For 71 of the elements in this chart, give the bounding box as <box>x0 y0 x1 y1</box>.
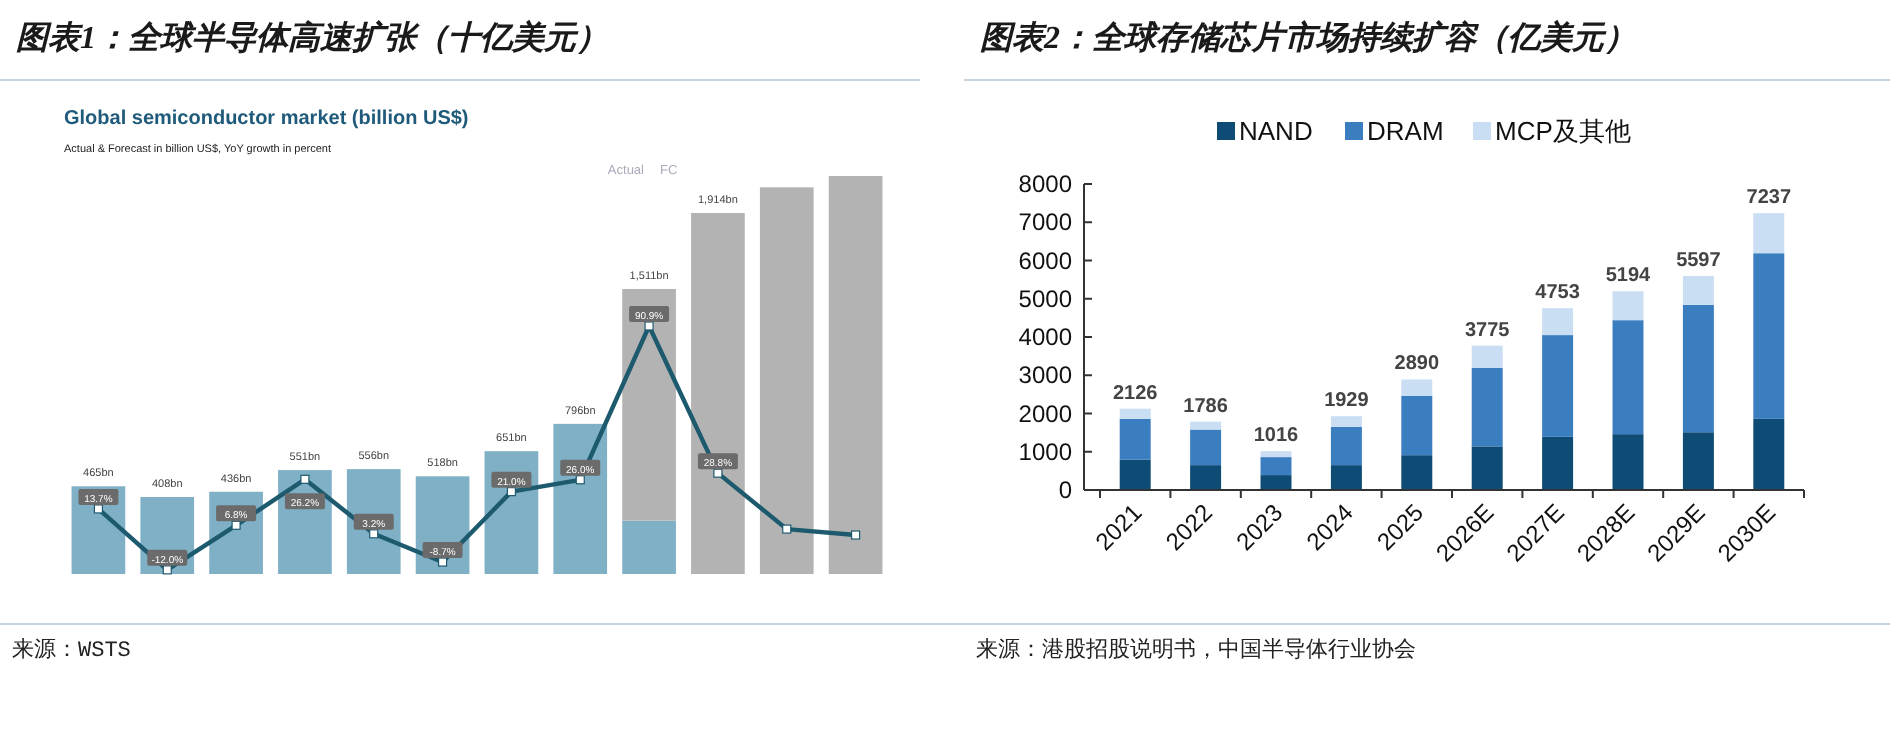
legend-label: MCP及其他 <box>1495 116 1631 146</box>
bar <box>1542 436 1574 490</box>
bar <box>1753 418 1785 490</box>
total-label: 4753 <box>1535 282 1581 305</box>
chart-title: 图表1：全球半导体高速扩张（十亿美元） <box>16 18 608 56</box>
bar <box>1260 475 1292 490</box>
total-label: 7237 <box>1746 187 1792 210</box>
legend-label: NAND <box>1239 116 1313 146</box>
total-label: 2126 <box>1112 382 1159 405</box>
bar <box>1471 446 1503 490</box>
point <box>300 474 310 484</box>
y-tick-label: 7000 <box>1018 208 1073 237</box>
bar <box>1190 465 1222 490</box>
chart-title: 图表2：全球存储芯片市场持续扩容（亿美元） <box>980 18 1636 56</box>
y-tick-label: 6000 <box>1018 246 1073 275</box>
bar <box>759 187 814 574</box>
bar <box>1119 408 1151 419</box>
point <box>231 520 241 530</box>
bar <box>1190 421 1222 430</box>
point <box>644 321 654 331</box>
y-tick-label: 3000 <box>1018 361 1073 390</box>
total-label: 1016 <box>1253 425 1300 448</box>
total-label: 5194 <box>1605 265 1652 288</box>
total-label: 1786 <box>1183 395 1229 418</box>
bar <box>1401 395 1433 456</box>
bar <box>1612 291 1644 321</box>
y-tick-label: 8000 <box>1018 170 1073 198</box>
bar <box>1471 367 1503 447</box>
bar <box>1119 459 1151 490</box>
bar <box>622 288 676 521</box>
bar <box>1753 213 1785 254</box>
bar <box>1612 320 1644 435</box>
point <box>162 565 172 575</box>
bar <box>1330 416 1362 427</box>
bar <box>1119 418 1151 460</box>
y-tick-label: 5000 <box>1018 284 1073 313</box>
bar <box>1190 429 1222 466</box>
bar <box>1260 451 1292 458</box>
bar <box>1330 426 1362 466</box>
total-label: 2890 <box>1394 353 1440 376</box>
point <box>782 524 792 534</box>
bar <box>1612 434 1644 490</box>
bar <box>1682 275 1714 305</box>
total-label: 5597 <box>1676 249 1722 272</box>
y-tick-label: 4000 <box>1018 323 1073 351</box>
point <box>437 557 448 567</box>
bar <box>1753 253 1785 419</box>
total-label: 1929 <box>1324 390 1370 413</box>
y-tick-label: 2000 <box>1018 399 1073 428</box>
bar <box>1542 308 1574 336</box>
bar <box>1401 455 1433 490</box>
total-label: 3775 <box>1464 319 1511 342</box>
bar <box>1401 379 1433 396</box>
legend-label: DRAM <box>1367 116 1444 146</box>
point <box>93 504 104 514</box>
bar <box>1542 335 1574 437</box>
bar <box>1330 465 1362 490</box>
source-note: 来源：WSTS <box>12 636 132 664</box>
bar <box>1682 432 1714 490</box>
bar <box>622 520 676 574</box>
point <box>850 530 861 540</box>
bar <box>828 176 883 574</box>
chart-subtitle: Global semiconductor market (billion US$) <box>64 108 469 130</box>
y-tick-label: 1000 <box>1018 437 1073 466</box>
y-tick-label: 0 <box>1058 476 1073 504</box>
source-note: 来源：港股招股说明书，中国半导体行业协会 <box>976 636 1416 664</box>
bar <box>691 212 745 574</box>
bar <box>1260 457 1292 476</box>
bar <box>1682 304 1714 433</box>
bar <box>1471 345 1503 368</box>
point <box>713 468 723 478</box>
